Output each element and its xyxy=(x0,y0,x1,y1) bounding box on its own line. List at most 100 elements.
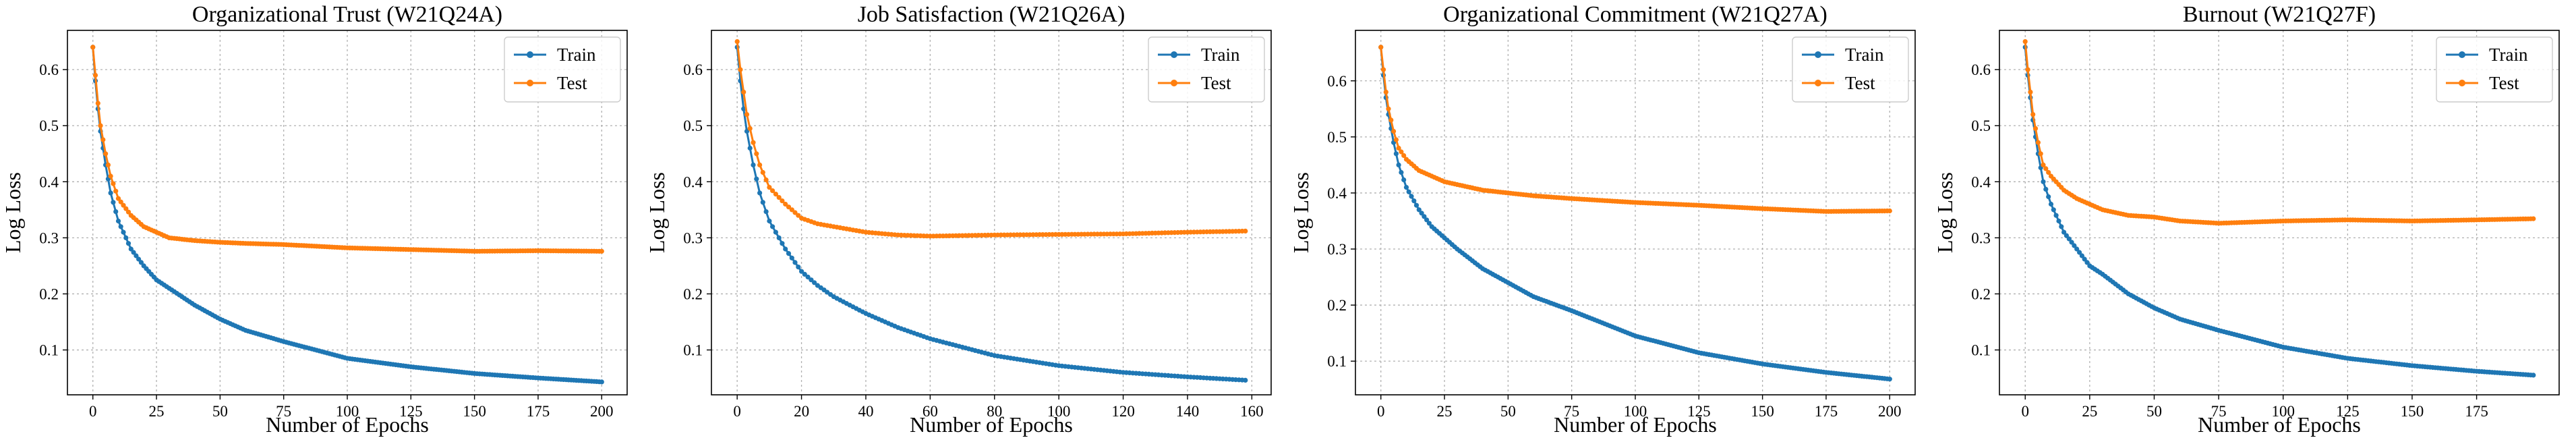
data-point xyxy=(773,229,778,235)
x-tick-label: 100 xyxy=(2271,403,2295,420)
data-point xyxy=(789,207,794,213)
x-tick-label: 50 xyxy=(1500,403,1516,420)
series-test xyxy=(1378,45,1892,214)
data-point xyxy=(805,274,811,280)
data-point xyxy=(2084,260,2090,265)
chart-panel-organizational-trust: 0 25 50 75 100 125 150 175 200 0.1 0.2 0.3 0.4 0.5 0.6… xyxy=(0,0,644,438)
data-point xyxy=(108,190,113,196)
data-point xyxy=(802,271,807,277)
legend-swatch-marker xyxy=(527,51,533,58)
y-tick-label: 0.1 xyxy=(1971,342,1991,359)
data-point xyxy=(1393,151,1399,157)
data-point xyxy=(2082,256,2087,262)
x-tick-label: 75 xyxy=(2211,403,2227,420)
x-tick-label: 150 xyxy=(1751,403,1774,420)
data-point xyxy=(751,162,756,167)
x-tick-label: 75 xyxy=(276,403,291,420)
legend-label: Train xyxy=(557,45,596,65)
data-point xyxy=(780,241,785,246)
y-tick-label: 0.2 xyxy=(1971,285,1991,302)
series-train xyxy=(2022,45,2536,378)
data-point xyxy=(2066,236,2072,242)
chart-title: Organizational Trust (W21Q24A) xyxy=(192,2,502,27)
data-point xyxy=(90,45,96,50)
x-tick-label: 25 xyxy=(149,403,165,420)
data-point xyxy=(2074,246,2080,252)
data-point xyxy=(2053,213,2059,218)
legend-box xyxy=(1792,36,1909,103)
y-tick-label: 0.4 xyxy=(1971,173,1991,190)
x-tick-label: 100 xyxy=(336,403,359,420)
data-point xyxy=(796,213,801,218)
chart-title: Organizational Commitment (W21Q27A) xyxy=(1443,2,1827,27)
data-point xyxy=(770,188,775,194)
legend-swatch-marker xyxy=(2459,80,2465,86)
y-tick-label: 0.5 xyxy=(1971,117,1991,134)
legend-swatch-marker xyxy=(1815,80,1821,86)
y-tick-label: 0.4 xyxy=(39,173,59,190)
series-test xyxy=(90,45,604,254)
grid xyxy=(67,30,627,395)
data-point xyxy=(783,246,788,252)
data-point xyxy=(2041,162,2046,167)
data-point xyxy=(1383,89,1388,94)
data-point xyxy=(599,379,604,385)
data-point xyxy=(1406,189,1411,194)
data-point xyxy=(103,151,109,157)
legend-swatch-marker xyxy=(1815,51,1821,58)
grid xyxy=(1355,30,1915,395)
data-point xyxy=(744,112,750,117)
data-point xyxy=(105,162,111,167)
y-tick-label: 0.1 xyxy=(1327,353,1347,370)
plot-frame xyxy=(711,30,1272,395)
legend-swatch-marker xyxy=(1171,51,1177,58)
data-point xyxy=(1388,117,1394,123)
x-tick-label: 175 xyxy=(1815,403,1838,420)
data-point xyxy=(118,199,123,204)
legend: Train Test xyxy=(1792,36,1909,103)
series-train xyxy=(1378,45,1892,382)
x-tick-label: 200 xyxy=(590,403,614,420)
y-tick-label: 0.4 xyxy=(683,173,703,190)
y-tick-label: 0.3 xyxy=(1971,229,1991,246)
data-point xyxy=(123,235,129,240)
legend-box xyxy=(2436,36,2553,103)
data-point xyxy=(741,89,747,94)
y-tick-label: 0.6 xyxy=(683,61,703,78)
y-tick-label: 0.5 xyxy=(683,117,703,134)
data-point xyxy=(92,72,98,78)
x-tick-label: 25 xyxy=(2082,403,2097,420)
data-point xyxy=(2038,151,2043,157)
x-tick-label: 125 xyxy=(1687,403,1711,420)
x-tick-label: 25 xyxy=(1437,403,1453,420)
data-point xyxy=(1426,221,1432,226)
data-point xyxy=(1399,149,1404,155)
x-axis-label: Number of Epochs xyxy=(1554,412,1717,437)
x-tick-label: 20 xyxy=(794,403,809,420)
data-point xyxy=(1386,106,1391,111)
legend-label: Test xyxy=(1845,73,1875,93)
data-point xyxy=(128,246,134,252)
data-point xyxy=(2032,126,2039,131)
data-point xyxy=(1887,377,1892,382)
data-point xyxy=(809,277,814,283)
y-tick-label: 0.3 xyxy=(683,229,703,246)
data-point xyxy=(1243,377,1248,383)
data-point xyxy=(2046,194,2051,200)
data-point xyxy=(111,181,116,186)
data-point xyxy=(1409,194,1414,199)
data-point xyxy=(754,176,759,182)
data-point xyxy=(1391,128,1397,134)
y-tick-label: 0.6 xyxy=(39,61,59,78)
data-point xyxy=(2056,218,2061,224)
series-train xyxy=(90,45,604,385)
data-point xyxy=(1396,145,1401,151)
data-point xyxy=(1243,228,1248,234)
data-point xyxy=(2077,250,2082,255)
data-point xyxy=(776,235,782,240)
y-tick-label: 0.1 xyxy=(39,342,59,359)
x-tick-label: 175 xyxy=(2465,403,2488,420)
data-point xyxy=(125,241,131,246)
legend-label: Test xyxy=(557,73,587,93)
